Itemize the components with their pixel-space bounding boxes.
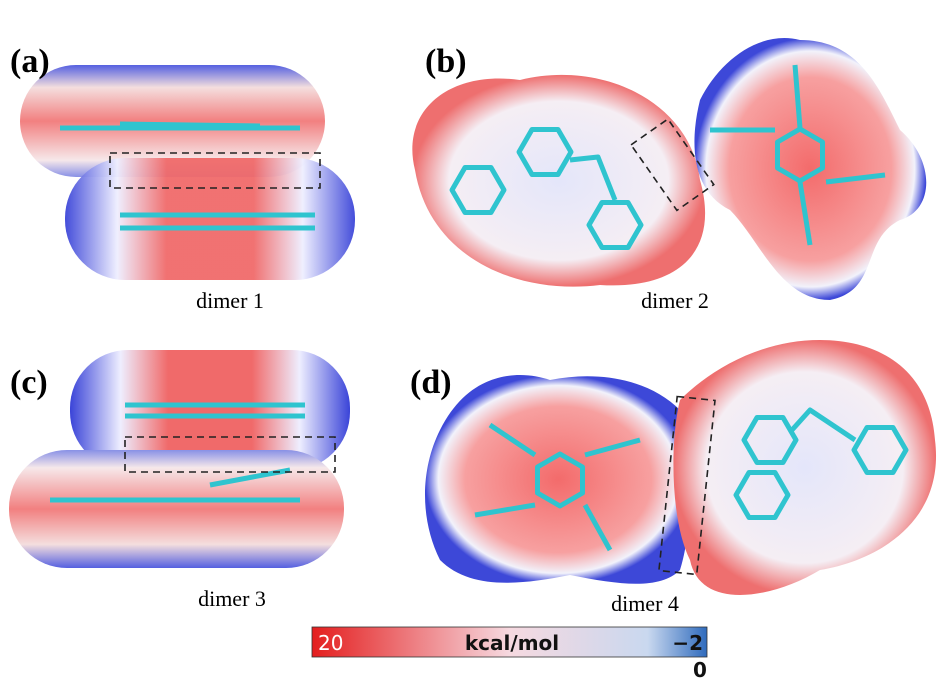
colorbar-unit: kcal/mol xyxy=(465,631,559,655)
figure: (a) dimer 1 (b) dimer 2 (c) dimer 3 (d) … xyxy=(0,0,949,680)
colorbar-label: 20 xyxy=(318,631,343,655)
caption: dimer 1 xyxy=(196,288,264,313)
esp-surface xyxy=(9,450,344,568)
caption: dimer 4 xyxy=(611,591,679,616)
esp-surface xyxy=(694,38,926,300)
colorbar-label: −2 xyxy=(672,631,703,655)
esp-surface xyxy=(425,375,692,584)
esp-surface xyxy=(65,158,355,280)
panel-label: (b) xyxy=(425,43,467,80)
panel-label: (a) xyxy=(10,43,50,80)
colorbar-label: 0 xyxy=(693,658,707,680)
caption: dimer 3 xyxy=(198,586,266,611)
panel-label: (c) xyxy=(10,364,48,401)
caption: dimer 2 xyxy=(641,288,709,313)
panel-label: (d) xyxy=(410,364,452,401)
